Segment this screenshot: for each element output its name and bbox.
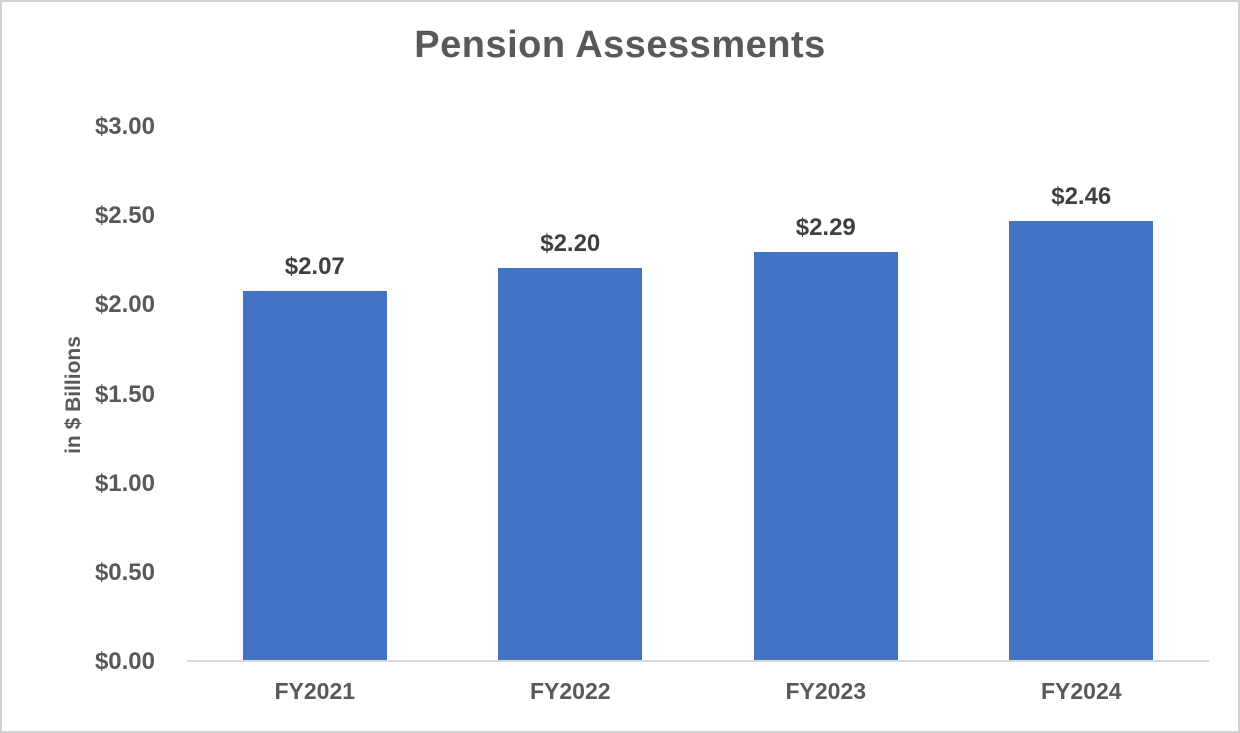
y-tick-label: $0.00 bbox=[94, 648, 155, 675]
bar-value-label: $2.07 bbox=[284, 252, 345, 280]
bar-slot: $2.20 bbox=[443, 127, 699, 660]
bar-slot: $2.07 bbox=[187, 127, 443, 660]
bar-FY2024 bbox=[1009, 221, 1154, 660]
bar-value-label: $2.20 bbox=[540, 229, 601, 257]
x-category-label-FY2023: FY2023 bbox=[785, 678, 867, 704]
bar-slot: $2.46 bbox=[954, 127, 1210, 660]
bar-slot: $2.29 bbox=[698, 127, 954, 660]
y-tick-label: $0.50 bbox=[94, 558, 155, 586]
x-category-label-FY2022: FY2022 bbox=[529, 678, 611, 704]
x-category-label-FY2024: FY2024 bbox=[1040, 678, 1122, 704]
bar-value-label: $2.46 bbox=[1051, 183, 1112, 211]
chart-title: Pension Assessments bbox=[414, 24, 826, 66]
bar-FY2022 bbox=[498, 267, 643, 660]
y-tick-label: $1.00 bbox=[94, 469, 155, 497]
y-axis-tick-labels: $0.00 $0.50 $1.00 $1.50 $2.00 $2.50 $3.00 bbox=[2, 2, 155, 731]
y-tick-label: $1.50 bbox=[94, 380, 155, 408]
x-category-label-FY2021: FY2021 bbox=[274, 678, 356, 704]
bar-FY2021 bbox=[242, 290, 387, 660]
bar-value-label: $2.29 bbox=[795, 213, 856, 241]
bar-FY2023 bbox=[753, 251, 898, 660]
y-tick-label: $3.00 bbox=[94, 113, 155, 140]
plot-area: $2.07 $2.20 $2.29 $2.46 bbox=[187, 127, 1209, 662]
x-axis-category-labels: FY2021 FY2022 FY2023 FY2024 bbox=[187, 674, 1209, 708]
y-tick-label: $2.00 bbox=[94, 291, 155, 319]
y-tick-label: $2.50 bbox=[94, 202, 155, 230]
